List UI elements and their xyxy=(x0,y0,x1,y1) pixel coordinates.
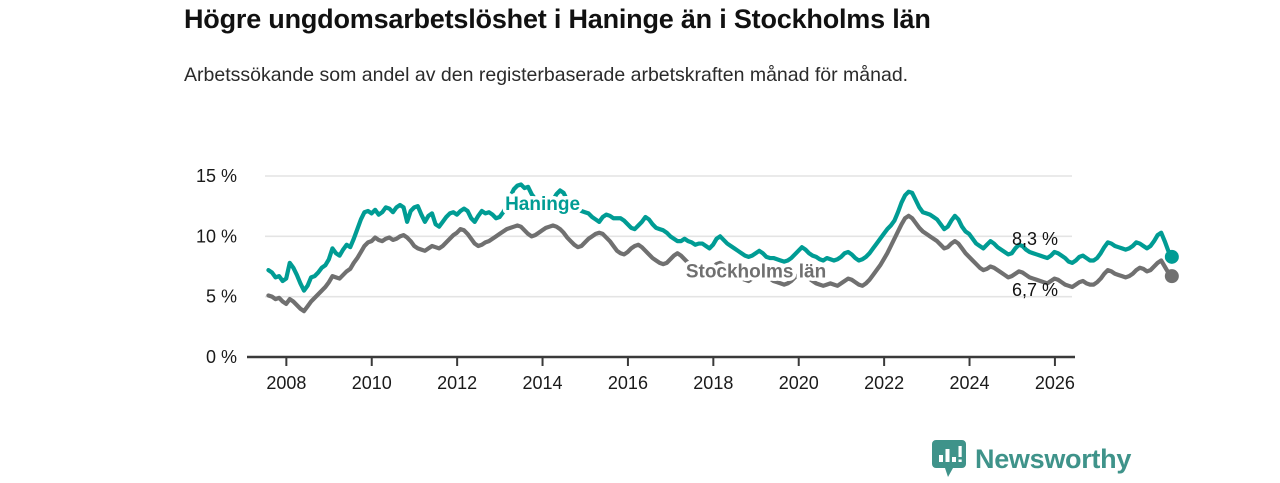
y-tick-label: 0 % xyxy=(206,347,237,367)
series-label-halo: Haninge xyxy=(505,194,580,215)
series-label-halo: Stockholms län xyxy=(686,261,826,282)
chart-subtitle: Arbetssökande som andel av den registerb… xyxy=(184,64,909,86)
x-tick-label: 2014 xyxy=(523,373,563,393)
end-value-label-stockholm: 6,7 % xyxy=(1012,280,1058,300)
series-line-stockholm xyxy=(266,213,1174,314)
x-tick-label: 2012 xyxy=(437,373,477,393)
x-tick-label: 2016 xyxy=(608,373,648,393)
x-tick-label: 2010 xyxy=(352,373,392,393)
series-end-dot-haninge xyxy=(1164,249,1179,264)
series-label-stockholm: Stockholms län xyxy=(686,261,826,282)
series-label-haninge: Haninge xyxy=(505,194,580,215)
series-line-haninge xyxy=(266,182,1174,293)
page-title: Högre ungdomsarbetslöshet i Haninge än i… xyxy=(184,4,931,34)
x-tick-label: 2018 xyxy=(693,373,733,393)
bar-chart-bubble-icon xyxy=(932,440,966,478)
x-tick-label: 2026 xyxy=(1035,373,1075,393)
y-tick-label: 15 % xyxy=(196,166,237,186)
logo-wordmark: Newsworthy xyxy=(975,443,1132,474)
x-tick-label: 2020 xyxy=(779,373,819,393)
x-tick-label: 2024 xyxy=(950,373,990,393)
end-value-label-haninge: 8,3 % xyxy=(1012,229,1058,249)
y-tick-label: 5 % xyxy=(206,287,237,307)
newsworthy-logo: Newsworthy xyxy=(932,440,1131,478)
series-end-dot-stockholm xyxy=(1164,269,1179,284)
x-tick-label: 2022 xyxy=(864,373,904,393)
x-tick-label: 2008 xyxy=(266,373,306,393)
y-tick-label: 10 % xyxy=(196,226,237,246)
